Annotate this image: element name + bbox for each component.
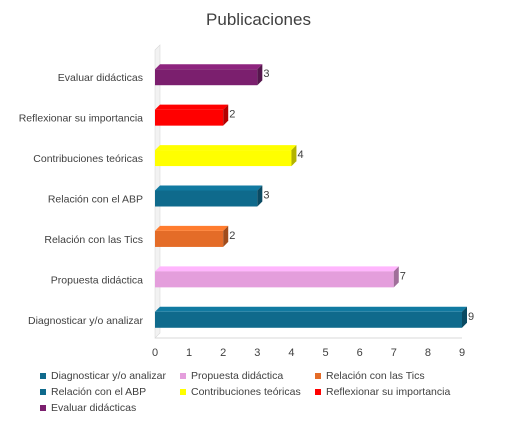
x-tick-label: 1 — [186, 347, 192, 359]
legend: Diagnosticar y/o analizar Propuesta didác… — [40, 370, 510, 414]
bar-end-face — [223, 225, 229, 247]
bar-end-face — [462, 306, 467, 328]
bar-end-face — [257, 185, 263, 207]
x-tick-label: 4 — [288, 347, 294, 359]
y-category-label: Contribuciones teóricas — [33, 153, 143, 165]
legend-label: Relación con las Tics — [326, 370, 425, 382]
legend-item: Diagnosticar y/o analizar — [40, 370, 180, 382]
bar-top-face — [155, 306, 467, 312]
data-label: 4 — [297, 149, 303, 161]
bar-top-face — [155, 266, 399, 272]
x-tick-label: 2 — [220, 347, 226, 359]
legend-label: Contribuciones teóricas — [191, 386, 301, 398]
bar-front-face — [155, 271, 394, 288]
bar-top-face — [155, 185, 263, 191]
legend-item: Evaluar didácticas — [40, 402, 180, 414]
bar-top-face — [155, 64, 263, 70]
y-category-label: Reflexionar su importancia — [19, 113, 143, 125]
bar-front-face — [155, 150, 292, 167]
bar — [155, 104, 229, 126]
data-label: 3 — [263, 68, 269, 80]
x-tick-label: 0 — [152, 347, 158, 359]
bar-front-face — [155, 190, 258, 207]
legend-swatch — [40, 389, 46, 395]
x-tick-label: 6 — [357, 347, 363, 359]
bar-front-face — [155, 311, 462, 328]
bar-front-face — [155, 69, 258, 86]
legend-label: Propuesta didáctica — [191, 370, 284, 382]
y-category-label: Diagnosticar y/o analizar — [28, 315, 143, 327]
bar-top-face — [155, 104, 229, 110]
bar — [155, 266, 399, 288]
legend-swatch — [180, 389, 186, 395]
y-category-label: Relación con las Tics — [44, 234, 143, 246]
y-category-label: Relación con el ABP — [48, 194, 143, 206]
bar-end-face — [393, 266, 399, 288]
bar — [155, 306, 467, 328]
legend-item: Reflexionar su importancia — [315, 386, 475, 398]
legend-swatch — [315, 389, 321, 395]
y-category-label: Evaluar didácticas — [58, 72, 143, 84]
legend-label: Evaluar didácticas — [51, 402, 137, 414]
data-label: 2 — [229, 230, 235, 242]
x-tick-label: 5 — [322, 347, 328, 359]
x-tick-label: 3 — [254, 347, 260, 359]
bar-end-face — [223, 104, 229, 126]
legend-swatch — [40, 405, 46, 411]
bar-front-face — [155, 230, 224, 247]
chart-title: Publicaciones — [206, 10, 311, 29]
legend-item: Relación con el ABP — [40, 386, 180, 398]
bar-top-face — [155, 145, 297, 151]
data-label: 9 — [468, 311, 474, 323]
bar-front-face — [155, 109, 224, 126]
x-tick-label: 7 — [391, 347, 397, 359]
legend-item: Relación con las Tics — [315, 370, 475, 382]
bar — [155, 225, 229, 247]
x-tick-label: 9 — [459, 347, 465, 359]
legend-swatch — [40, 373, 46, 379]
legend-swatch — [315, 373, 321, 379]
legend-item: Contribuciones teóricas — [180, 386, 315, 398]
legend-item: Propuesta didáctica — [180, 370, 315, 382]
data-label: 3 — [263, 190, 269, 202]
x-tick-label: 8 — [425, 347, 431, 359]
legend-label: Reflexionar su importancia — [326, 386, 451, 398]
bar-top-face — [155, 225, 229, 231]
bar — [155, 185, 263, 207]
bar — [155, 145, 297, 167]
y-category-label: Propuesta didáctica — [51, 274, 143, 286]
legend-label: Relación con el ABP — [51, 386, 147, 398]
legend-label: Diagnosticar y/o analizar — [51, 370, 166, 382]
data-label: 2 — [229, 109, 235, 121]
bar-end-face — [291, 145, 297, 167]
bar-end-face — [257, 64, 263, 86]
data-label: 7 — [400, 270, 406, 282]
legend-swatch — [180, 373, 186, 379]
bar — [155, 64, 263, 86]
